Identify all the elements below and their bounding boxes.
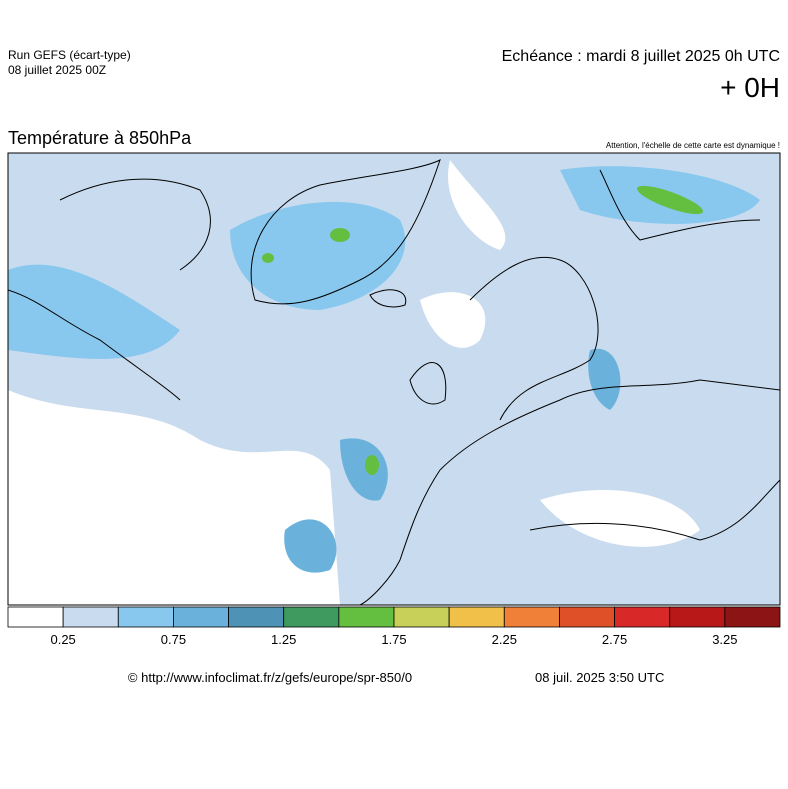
map-title: Température à 850hPa [8,128,192,148]
run-date: 08 juillet 2025 00Z [8,63,106,77]
spread-area [340,438,388,501]
legend-swatch [173,606,229,628]
legend-swatch [117,606,174,628]
legend-swatch [448,606,505,628]
legend-swatch [393,606,450,628]
legend-swatch [503,606,560,628]
run-label: Run GEFS (écart-type) [8,48,131,62]
high-spread [365,455,379,475]
legend-label: 0.25 [50,632,75,647]
map-frame [7,152,781,606]
low-spread-area [540,490,700,547]
low-spread-area [8,390,340,605]
legend-label: 1.25 [271,632,296,647]
spread-area [230,201,406,310]
spread-area [284,519,337,573]
low-spread-area [420,292,486,348]
map [7,152,781,606]
legend-swatch [62,606,119,628]
high-spread [636,185,704,215]
high-spread [262,253,274,263]
legend-label: 0.75 [161,632,186,647]
spread-area [8,264,180,359]
map-note: Attention, l'échelle de cette carte est … [606,141,780,150]
legend-swatch [724,606,781,628]
legend: 0.25 0.75 1.25 1.75 2.25 2.75 3.25 [7,606,781,647]
legend-swatch [614,606,671,628]
high-spread [330,228,350,242]
coastlines [8,159,780,605]
legend-label: 1.75 [381,632,406,647]
generated-time: 08 juil. 2025 3:50 UTC [535,670,664,685]
lead-time: + 0H [720,72,780,103]
legend-swatch [559,606,615,628]
legend-swatch [228,606,285,628]
legend-swatch [338,606,395,628]
legend-swatch [669,606,726,628]
legend-label: 2.25 [492,632,517,647]
low-spread-area [448,160,506,250]
source-url: © http://www.infoclimat.fr/z/gefs/europe… [128,670,412,685]
spread-area [588,348,621,410]
legend-label: 3.25 [712,632,737,647]
valid-time: Echéance : mardi 8 juillet 2025 0h UTC [502,48,780,65]
legend-label: 2.75 [602,632,627,647]
legend-swatch [7,606,64,628]
legend-swatch [283,606,340,628]
